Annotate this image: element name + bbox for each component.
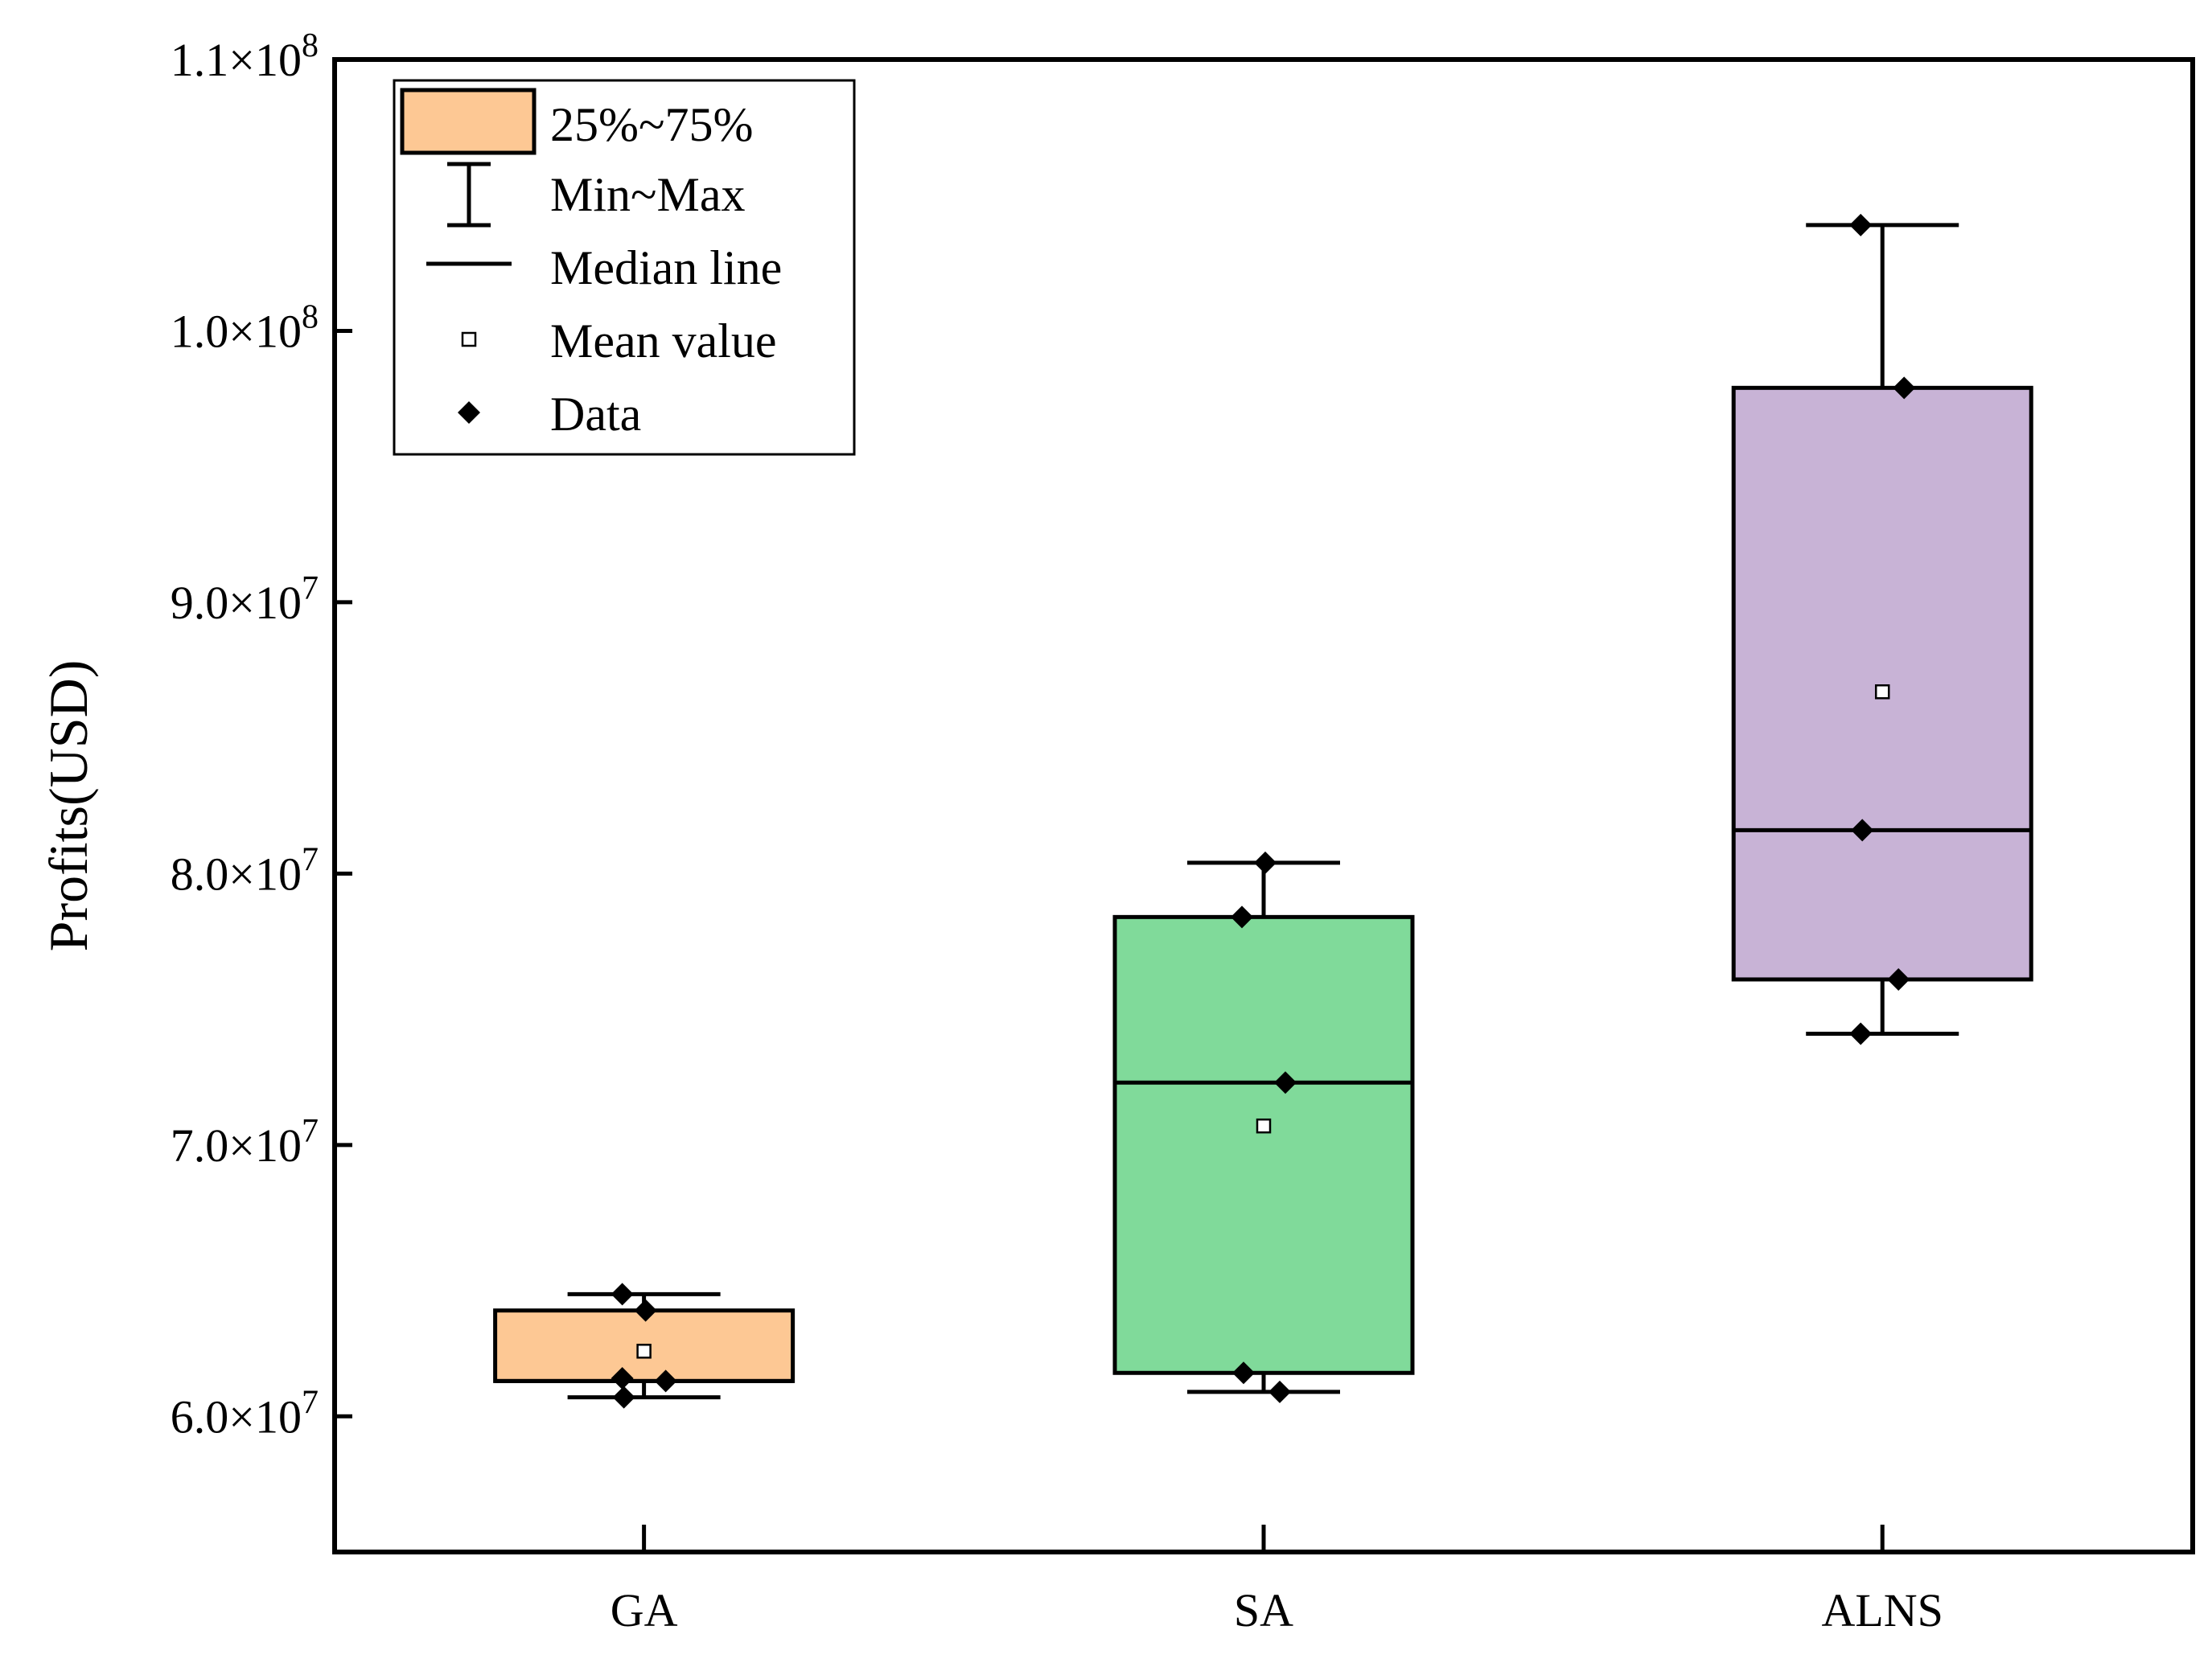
y-tick-label: 6.0×107 xyxy=(171,1384,319,1443)
data-point xyxy=(1232,1361,1255,1385)
data-point xyxy=(1268,1380,1291,1403)
box-sa xyxy=(1112,851,1415,1403)
data-point xyxy=(1849,1022,1873,1045)
y-tick-label: 1.1×108 xyxy=(171,27,319,86)
y-tick-label: 1.0×108 xyxy=(171,298,319,357)
legend-label-data: Data xyxy=(550,388,641,441)
y-tick-label: 9.0×107 xyxy=(171,570,319,629)
data-point xyxy=(1851,819,1874,842)
legend: 25%~75% Min~Max Median line Mean value D… xyxy=(393,79,856,456)
mean-marker xyxy=(636,1344,652,1359)
x-tick-label: SA xyxy=(1234,1584,1293,1636)
data-point xyxy=(1254,851,1277,874)
box-ga xyxy=(493,1283,796,1409)
data-point xyxy=(612,1386,635,1409)
data-point xyxy=(1893,376,1916,400)
data-point xyxy=(1849,213,1873,236)
x-tick-label: GA xyxy=(611,1584,678,1636)
legend-mean-icon xyxy=(461,331,477,347)
y-axis-title: Profits(USD) xyxy=(38,660,99,952)
data-point xyxy=(654,1369,677,1393)
y-tick-label: 7.0×107 xyxy=(171,1113,319,1172)
data-point xyxy=(1274,1071,1297,1094)
x-tick-label: ALNS xyxy=(1821,1584,1943,1636)
data-point xyxy=(1887,967,1910,991)
data-point xyxy=(634,1299,657,1322)
iqr-box xyxy=(1112,914,1415,1375)
x-axis-ticks: GA SA ALNS xyxy=(611,1525,1943,1636)
mean-marker xyxy=(1874,684,1890,700)
legend-label-mean: Mean value xyxy=(550,314,777,367)
boxes-layer xyxy=(493,213,2033,1409)
iqr-box xyxy=(1731,385,2033,982)
legend-swatch-iqr xyxy=(400,88,537,155)
box-alns xyxy=(1731,213,2033,1045)
legend-label-minmax: Min~Max xyxy=(550,168,745,221)
legend-data-icon xyxy=(458,401,480,424)
legend-whisker-icon xyxy=(447,162,491,228)
data-point xyxy=(611,1283,634,1306)
y-tick-label: 8.0×107 xyxy=(171,841,319,900)
data-point xyxy=(611,1367,634,1390)
mean-marker xyxy=(1256,1118,1272,1134)
legend-label-median: Median line xyxy=(550,241,782,294)
data-point xyxy=(1231,905,1253,929)
y-axis-ticks: 6.0×107 7.0×107 8.0×107 9.0×107 1.0×108 1.1×1… xyxy=(171,27,352,1443)
legend-label-iqr: 25%~75% xyxy=(550,98,753,151)
